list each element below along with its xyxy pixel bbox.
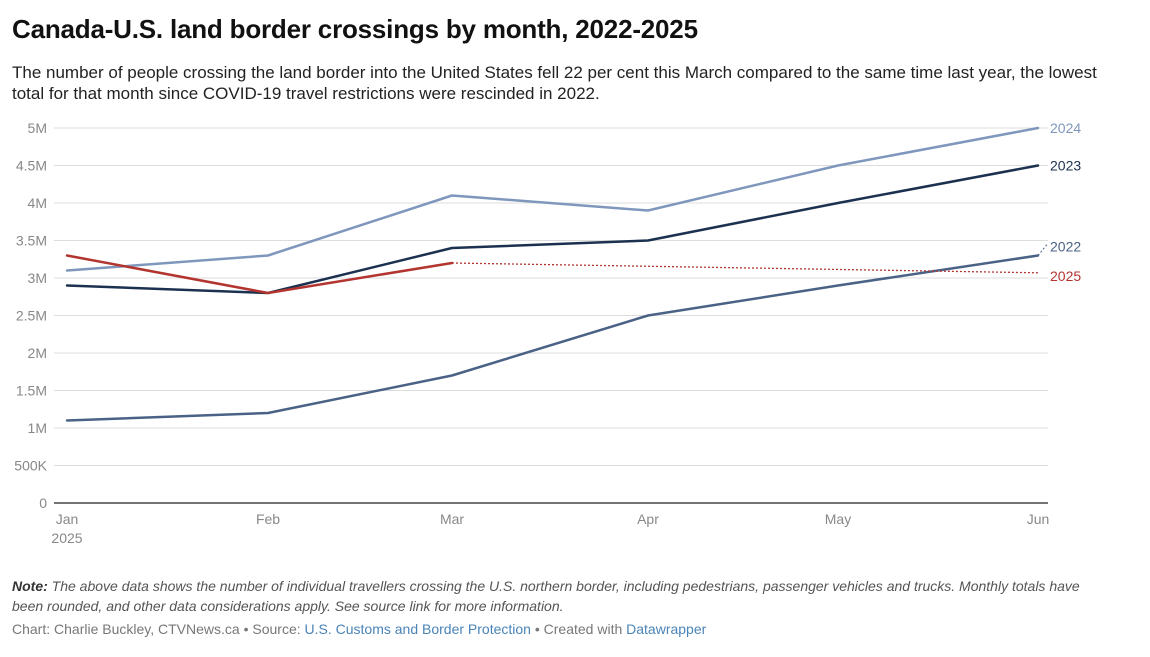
series-label-2024: 2024 [1050,120,1081,136]
y-tick-label: 4M [28,195,47,211]
y-tick-label: 5M [28,120,47,136]
y-tick-label: 1.5M [16,383,47,399]
x-tick-label: May [825,511,851,527]
chart-note: Note: The above data shows the number of… [12,576,1112,616]
chart-subtitle: The number of people crossing the land b… [12,63,1097,103]
series-line-2023 [65,164,1040,295]
footer-separator: • Created with [530,621,627,637]
x-tick-label: Jan [56,511,79,527]
series-label-2022: 2022 [1050,239,1081,255]
chart-footer: Chart: Charlie Buckley, CTVNews.ca • Sou… [12,621,706,637]
footer-separator: • Source: [239,621,305,637]
y-tick-label: 4.5M [16,158,47,174]
y-tick-label: 500K [14,458,47,474]
y-tick-label: 3M [28,270,47,286]
y-tick-label: 2M [28,345,47,361]
series-projection-2025 [451,262,1039,274]
y-tick-label: 2.5M [16,308,47,324]
series-label-2025: 2025 [1050,268,1081,284]
y-tick-label: 1M [28,420,47,436]
chart-title: Canada-U.S. land border crossings by mon… [12,14,698,44]
note-text: The above data shows the number of indiv… [12,578,1080,614]
y-tick-label: 3.5M [16,233,47,249]
y-tick-label: 0 [39,495,47,511]
series-label-2023: 2023 [1050,158,1081,174]
x-tick-label: Jun [1027,511,1050,527]
series-line-2025 [65,254,454,295]
x-tick-label: Apr [637,511,659,527]
x-tick-label: Mar [440,511,464,527]
source-link[interactable]: U.S. Customs and Border Protection [304,621,531,637]
note-label: Note: [12,578,48,594]
x-tick-label: Feb [256,511,280,527]
series-line-2024 [65,126,1040,272]
datawrapper-link[interactable]: Datawrapper [626,621,707,637]
series-line-2022 [65,254,1040,422]
label-connector-2022 [1037,244,1048,256]
x-tick-sublabel: 2025 [51,530,82,546]
line-chart: 0 500K 1M 1.5M 2M 2.5M 3M 3.5M 4M 4.5M 5M Jan 2025 Fe… [14,120,1081,546]
footer-credit: Chart: Charlie Buckley, CTVNews.ca [12,621,240,637]
